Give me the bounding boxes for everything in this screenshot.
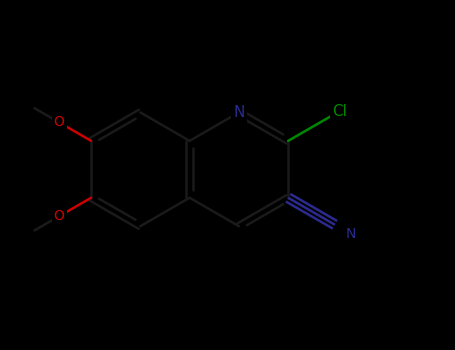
Text: O: O (54, 209, 65, 223)
Text: Cl: Cl (333, 104, 347, 119)
Text: N: N (233, 105, 245, 120)
Text: N: N (345, 227, 356, 241)
Text: O: O (54, 116, 65, 130)
